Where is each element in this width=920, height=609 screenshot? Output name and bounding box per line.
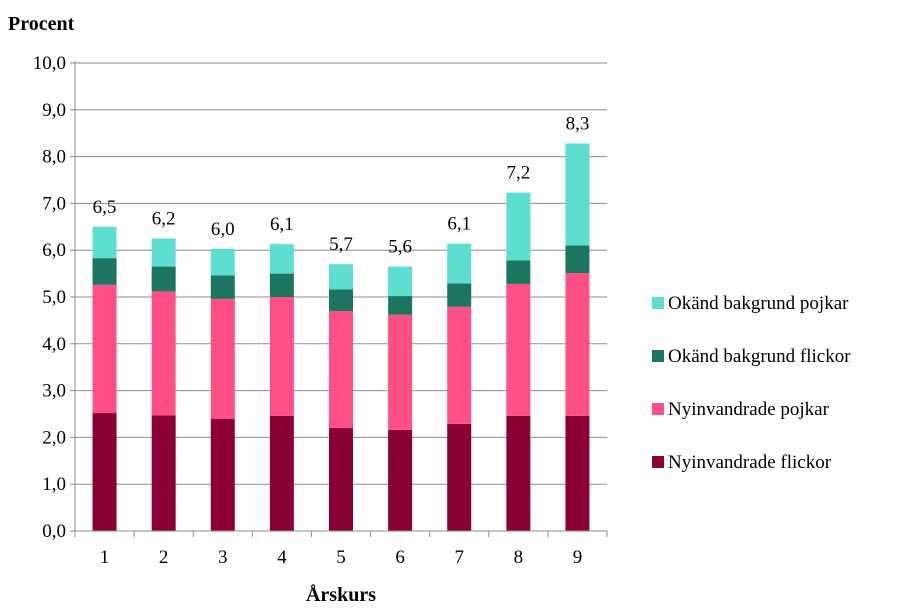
x-tick-label: 8 xyxy=(514,547,524,568)
bar-segment xyxy=(506,283,531,416)
y-tick-label: 10,0 xyxy=(33,53,66,74)
bar-segment xyxy=(210,418,235,531)
bar-segment xyxy=(92,284,117,414)
bar-segment xyxy=(388,266,413,297)
y-axis-ticks: 0,0 1,0 2,0 3,0 4,0 5,0 6,0 7,0 8,0 9,0 10,0 xyxy=(33,53,75,542)
bar-segment xyxy=(329,289,353,312)
bar-segment xyxy=(388,429,413,531)
total-label: 7,2 xyxy=(506,163,530,184)
legend-swatch xyxy=(652,456,664,468)
total-label: 6,5 xyxy=(93,197,117,218)
total-label: 5,6 xyxy=(388,237,412,258)
y-tick-label: 4,0 xyxy=(42,334,66,355)
total-label: 6,1 xyxy=(270,214,294,235)
bar-segment xyxy=(329,264,353,290)
bar-segment xyxy=(210,298,235,419)
legend-swatch xyxy=(652,350,664,362)
y-tick-label: 6,0 xyxy=(42,240,66,261)
legend: Okänd bakgrund pojkar Okänd bakgrund flic… xyxy=(652,293,851,473)
x-tick-label: 5 xyxy=(336,547,346,568)
y-tick-label: 0,0 xyxy=(42,521,66,542)
legend-label: Nyinvandrade pojkar xyxy=(668,399,830,420)
bar-segment xyxy=(269,297,294,416)
bar-segment xyxy=(388,314,413,430)
total-label: 6,0 xyxy=(211,219,235,240)
axes xyxy=(74,61,607,532)
bar-segment xyxy=(388,296,413,315)
bar-segment xyxy=(210,248,235,276)
x-axis-title: Årskurs xyxy=(306,583,376,606)
bar-segment xyxy=(506,192,531,261)
bar-segment xyxy=(151,415,176,531)
bar-segment xyxy=(506,260,531,284)
bar-segment xyxy=(329,311,353,429)
x-tick-label: 1 xyxy=(100,547,110,568)
bar-segment xyxy=(447,306,472,424)
y-tick-label: 5,0 xyxy=(42,287,66,308)
x-tick-label: 9 xyxy=(573,547,583,568)
total-label: 6,2 xyxy=(152,209,176,230)
bar-segment xyxy=(447,283,472,307)
bar-segment xyxy=(269,415,294,531)
y-tick-label: 7,0 xyxy=(42,193,66,214)
bars xyxy=(92,143,590,531)
x-tick-label: 3 xyxy=(218,547,228,568)
legend-swatch xyxy=(652,403,664,415)
y-tick-label: 2,0 xyxy=(42,427,66,448)
x-tick-label: 4 xyxy=(277,547,287,568)
bar-segment xyxy=(92,226,117,259)
bar-segment xyxy=(92,413,117,531)
bar-segment xyxy=(506,415,531,531)
y-tick-label: 1,0 xyxy=(42,474,66,495)
bar-segment xyxy=(447,243,472,284)
bar-segment xyxy=(565,273,590,416)
total-label: 5,7 xyxy=(329,234,353,255)
legend-label: Nyinvandrade flickor xyxy=(668,452,832,473)
x-tick-label: 2 xyxy=(159,547,169,568)
bar-segment xyxy=(151,238,176,267)
y-tick-label: 9,0 xyxy=(42,100,66,121)
legend-label: Okänd bakgrund pojkar xyxy=(668,293,849,314)
legend-label: Okänd bakgrund flickor xyxy=(668,346,851,367)
bar-segment xyxy=(92,258,117,285)
x-tick-label: 6 xyxy=(395,547,405,568)
legend-swatch xyxy=(652,297,664,309)
bar-segment xyxy=(565,415,590,531)
x-axis-ticks: 1 2 3 4 5 6 7 8 9 xyxy=(74,531,608,568)
bar-segment xyxy=(329,428,353,531)
bar-segment xyxy=(447,423,472,531)
bar-segment xyxy=(269,244,294,274)
bar-segment xyxy=(565,245,590,274)
y-tick-label: 3,0 xyxy=(42,381,66,402)
bar-segment xyxy=(151,266,176,292)
bar-segment xyxy=(210,275,235,299)
y-tick-label: 8,0 xyxy=(42,147,66,168)
bar-segment xyxy=(151,291,176,416)
total-labels: 6,5 6,2 6,0 6,1 5,7 5,6 6,1 7,2 8,3 xyxy=(93,113,590,257)
total-label: 8,3 xyxy=(566,113,590,134)
bar-segment xyxy=(269,273,294,297)
bar-segment xyxy=(565,143,590,246)
y-axis-title: Procent xyxy=(8,13,75,35)
x-tick-label: 7 xyxy=(454,547,464,568)
total-label: 6,1 xyxy=(447,214,471,235)
